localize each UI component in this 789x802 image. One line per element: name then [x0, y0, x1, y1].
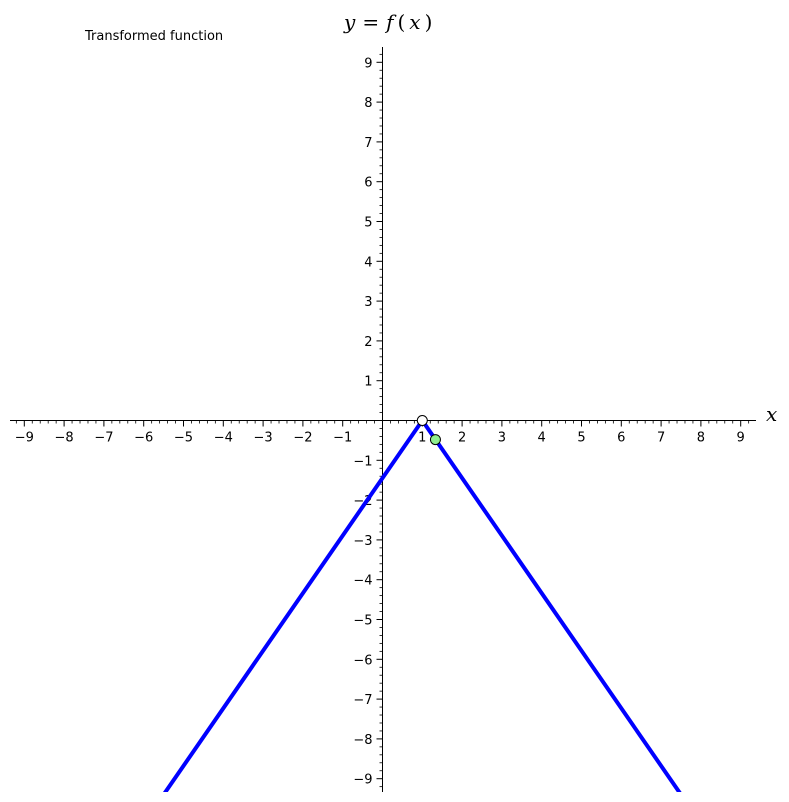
y-tick-label: 4 — [364, 255, 372, 270]
x-tick-label: 2 — [458, 431, 466, 446]
y-tick-label: 7 — [364, 136, 372, 151]
series-layer — [162, 416, 682, 792]
x-tick-label: −8 — [55, 431, 74, 446]
series-line — [162, 416, 682, 792]
x-tick-label: 4 — [538, 431, 546, 446]
y-tick-label: −3 — [353, 534, 372, 549]
y-axis-label-y: y — [343, 10, 356, 34]
x-tick-label: 8 — [697, 431, 705, 446]
data-point-marker — [416, 415, 428, 426]
y-tick-label: −5 — [353, 614, 372, 629]
y-tick-label: −8 — [353, 733, 372, 748]
x-tick-label: −3 — [254, 431, 273, 446]
x-tick-label: 3 — [498, 431, 506, 446]
marker-layer — [416, 415, 441, 446]
y-tick-label: 2 — [364, 335, 372, 350]
y-axis-label: y = f ( x ) — [343, 10, 432, 34]
y-tick-label: 9 — [364, 56, 372, 71]
x-tick-label: −7 — [94, 431, 113, 446]
y-axis-label-x: x — [409, 10, 420, 34]
y-tick-label: −6 — [353, 653, 372, 668]
y-axis-label-open: ( — [397, 10, 405, 34]
minor-ticks — [15, 53, 750, 788]
y-tick-label: −9 — [353, 773, 372, 788]
y-axis-label-eq: = — [362, 10, 379, 34]
x-tick-label: 5 — [577, 431, 585, 446]
x-tick-label: 6 — [617, 431, 625, 446]
y-axis-label-close: ) — [425, 10, 433, 34]
x-tick-label: 1 — [418, 431, 426, 446]
x-tick-label: −5 — [174, 431, 193, 446]
y-tick-label: −4 — [353, 574, 372, 589]
y-tick-label: 6 — [364, 176, 372, 191]
y-tick-label: 5 — [364, 216, 372, 231]
x-axis-label: x — [766, 402, 777, 426]
x-tick-label: 7 — [657, 431, 665, 446]
x-tick-label: −6 — [134, 431, 153, 446]
y-tick-label: 3 — [364, 295, 372, 310]
axes: −9 −8 −7 −6 −5 −4 −3 −2 −1 1 2 3 4 5 6 7 8 9987654321−1−2… — [10, 47, 756, 792]
x-tick-label: −1 — [333, 431, 352, 446]
y-tick-label: −1 — [353, 454, 372, 469]
x-tick-label: −9 — [15, 431, 34, 446]
y-axis-label-f: f — [384, 10, 397, 34]
y-tick-label: −7 — [353, 693, 372, 708]
y-tick-label: 1 — [364, 375, 372, 390]
chart-title: Transformed function — [84, 29, 223, 44]
x-tick-label: −2 — [293, 431, 312, 446]
data-point-marker — [429, 434, 441, 446]
y-tick-label: 8 — [364, 96, 372, 111]
major-ticks: −9 −8 −7 −6 −5 −4 −3 −2 −1 1 2 3 4 5 6 7 8 9987654321−1−2… — [15, 56, 745, 787]
x-tick-label: 9 — [737, 431, 745, 446]
x-tick-label: −4 — [214, 431, 233, 446]
